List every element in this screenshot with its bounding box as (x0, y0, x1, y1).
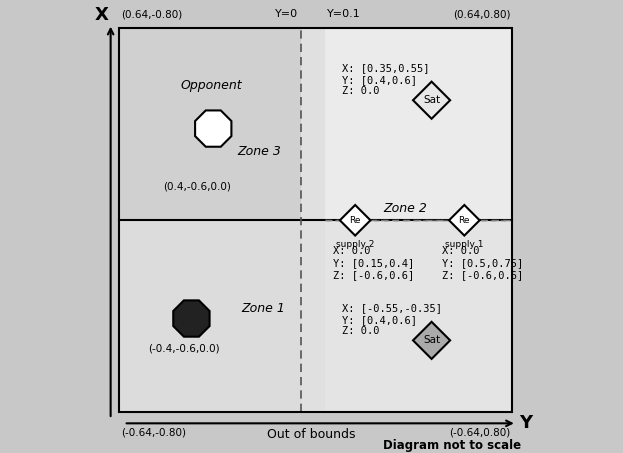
Text: Sat: Sat (423, 95, 440, 105)
FancyBboxPatch shape (300, 28, 325, 220)
Text: (-0.4,-0.6,0.0): (-0.4,-0.6,0.0) (148, 343, 219, 353)
Polygon shape (413, 322, 450, 359)
Text: supply 1: supply 1 (445, 240, 483, 249)
Text: Opponent: Opponent (181, 79, 242, 92)
Text: Y: Y (519, 414, 532, 432)
Polygon shape (413, 82, 450, 119)
Text: Re: Re (350, 216, 361, 225)
Polygon shape (173, 300, 209, 337)
Text: Out of bounds: Out of bounds (267, 428, 356, 441)
Text: X: [0.35,0.55]
Y: [0.4,0.6]
Z: 0.0: X: [0.35,0.55] Y: [0.4,0.6] Z: 0.0 (342, 63, 430, 96)
Text: Zone 2: Zone 2 (383, 202, 427, 215)
Text: supply 2: supply 2 (336, 240, 374, 249)
Text: (-0.64,-0.80): (-0.64,-0.80) (121, 428, 186, 438)
Text: X: 0.0
Y: [0.5,0.75]
Z: [-0.6,0.6]: X: 0.0 Y: [0.5,0.75] Z: [-0.6,0.6] (442, 246, 524, 280)
Text: X: 0.0
Y: [0.15,0.4]
Z: [-0.6,0.6]: X: 0.0 Y: [0.15,0.4] Z: [-0.6,0.6] (333, 246, 414, 280)
Text: Diagram not to scale: Diagram not to scale (383, 439, 521, 452)
FancyBboxPatch shape (120, 220, 300, 412)
Polygon shape (449, 205, 480, 236)
Text: Y=0: Y=0 (275, 10, 298, 19)
Text: (-0.64,0.80): (-0.64,0.80) (449, 428, 510, 438)
Text: Zone 1: Zone 1 (242, 302, 285, 315)
FancyBboxPatch shape (325, 220, 512, 412)
Text: X: X (95, 6, 109, 24)
FancyBboxPatch shape (300, 220, 325, 412)
Text: (0.64,0.80): (0.64,0.80) (453, 10, 510, 19)
Text: Re: Re (459, 216, 470, 225)
Text: Zone 3: Zone 3 (237, 145, 281, 158)
Text: Sat: Sat (423, 335, 440, 345)
FancyBboxPatch shape (120, 28, 300, 220)
Polygon shape (195, 111, 231, 147)
Text: X: [-0.55,-0.35]
Y: [0.4,0.6]
Z: 0.0: X: [-0.55,-0.35] Y: [0.4,0.6] Z: 0.0 (342, 303, 442, 337)
Text: (0.64,-0.80): (0.64,-0.80) (121, 10, 183, 19)
FancyBboxPatch shape (325, 28, 512, 220)
Polygon shape (340, 205, 371, 236)
Text: (0.4,-0.6,0.0): (0.4,-0.6,0.0) (163, 182, 231, 192)
Text: Y=0.1: Y=0.1 (327, 10, 361, 19)
